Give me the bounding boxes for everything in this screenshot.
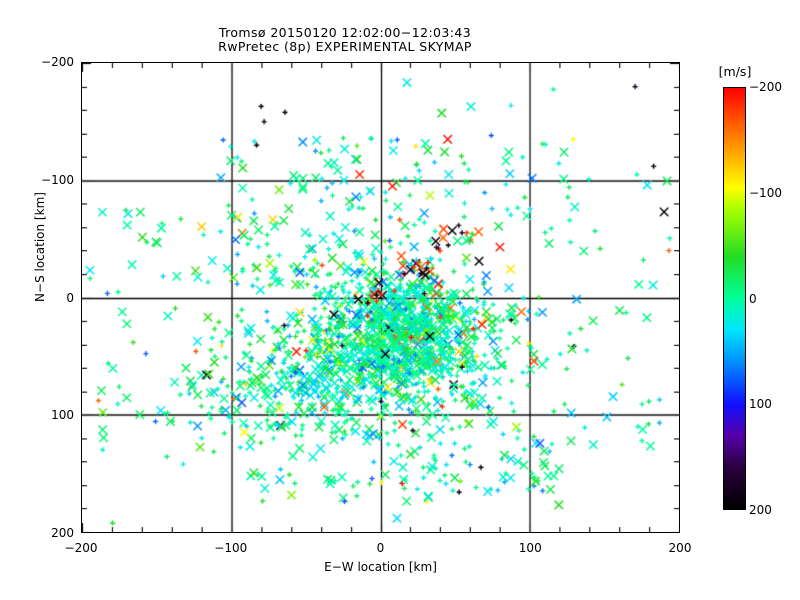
x-axis-title: E−W location [km] bbox=[324, 560, 437, 574]
colorbar-unit-label: [m/s] bbox=[718, 64, 752, 79]
plot-area bbox=[81, 62, 680, 533]
colorbar-tick-label: −100 bbox=[749, 185, 782, 200]
x-tick-label: 100 bbox=[518, 541, 542, 555]
scatter-plot-canvas bbox=[82, 63, 679, 532]
colorbar-tick-label: −200 bbox=[749, 80, 782, 94]
y-tick-label: −100 bbox=[41, 172, 74, 187]
y-tick-label: 200 bbox=[51, 526, 74, 540]
colorbar: [m/s] 200 100 0 −100 −200 bbox=[712, 60, 800, 530]
colorbar-tick-label: 200 bbox=[749, 503, 772, 517]
figure-title: Tromsø 20150120 12:02:00−12:03:43 RwPret… bbox=[0, 26, 690, 54]
title-line-1: Tromsø 20150120 12:02:00−12:03:43 bbox=[218, 25, 472, 40]
y-axis-title: N−S location [km] bbox=[33, 192, 47, 302]
x-tick-label: −100 bbox=[214, 541, 248, 555]
x-tick-label: −200 bbox=[64, 541, 98, 555]
title-line-2: RwPretec (8p) EXPERIMENTAL SKYMAP bbox=[218, 39, 472, 54]
y-tick-label: 100 bbox=[51, 408, 74, 423]
colorbar-gradient bbox=[723, 87, 746, 510]
x-tick-label: 200 bbox=[668, 541, 692, 555]
colorbar-tick-label: 100 bbox=[749, 397, 772, 412]
y-tick-label: −200 bbox=[41, 55, 74, 69]
y-tick-label: 0 bbox=[66, 290, 74, 305]
x-tick-label: 0 bbox=[376, 541, 385, 555]
colorbar-tick-label: 0 bbox=[749, 291, 757, 306]
